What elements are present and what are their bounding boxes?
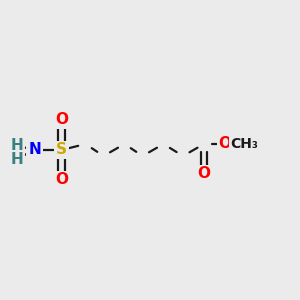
Text: H: H [10, 152, 23, 166]
Text: O: O [218, 136, 232, 152]
Text: H: H [10, 138, 23, 153]
Text: O: O [197, 167, 211, 182]
Text: S: S [56, 142, 67, 158]
Text: O: O [55, 172, 68, 188]
Text: CH₃: CH₃ [231, 137, 258, 151]
Text: N: N [28, 142, 41, 158]
Text: O: O [55, 112, 68, 128]
